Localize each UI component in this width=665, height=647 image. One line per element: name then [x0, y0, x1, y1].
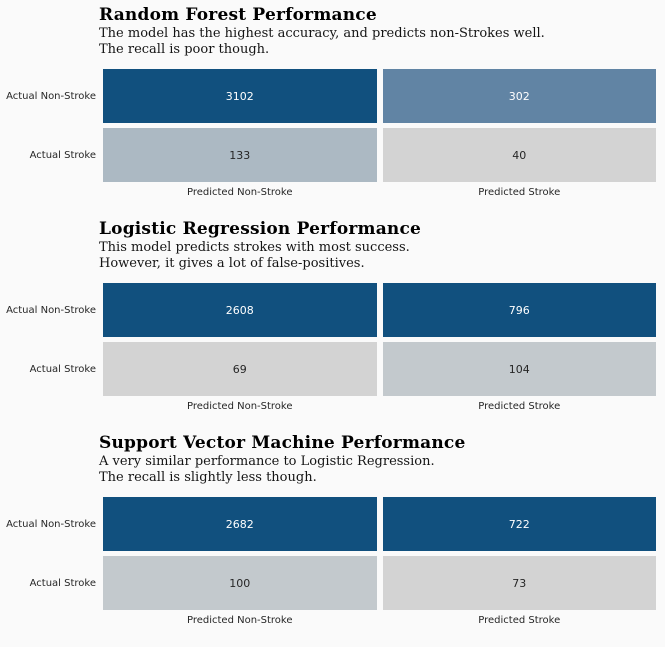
matrix-cell-false-negative: 100	[103, 556, 377, 610]
section-logistic-regression: Logistic Regression Performance This mod…	[0, 219, 665, 433]
section-header: Support Vector Machine Performance A ver…	[99, 433, 665, 486]
description-line-1: This model predicts strokes with most su…	[99, 240, 410, 255]
matrix-row: Actual Non-Stroke 2682 722	[0, 497, 656, 551]
col-label-predicted-non-stroke: Predicted Non-Stroke	[186, 401, 293, 412]
row-label-actual-non-stroke: Actual Non-Stroke	[6, 518, 96, 530]
section-title: Random Forest Performance	[99, 5, 377, 25]
matrix-row: Actual Stroke 133 40	[0, 128, 656, 182]
section-support-vector-machine: Support Vector Machine Performance A ver…	[0, 433, 665, 647]
matrix-cell-true-positive: 73	[382, 556, 656, 610]
col-label-predicted-non-stroke: Predicted Non-Stroke	[186, 187, 293, 198]
matrix-cell-true-negative: 2608	[103, 283, 377, 337]
matrix-cell-false-negative: 133	[103, 128, 377, 182]
column-labels-row: Predicted Non-Stroke Predicted Stroke	[0, 401, 656, 414]
matrix-cell-false-positive: 796	[382, 283, 656, 337]
row-label-actual-stroke: Actual Stroke	[29, 363, 96, 375]
confusion-matrix: Actual Non-Stroke 2608 796 Actual Stroke…	[0, 283, 665, 414]
row-label-actual-non-stroke: Actual Non-Stroke	[6, 304, 96, 316]
column-label-spacer	[0, 187, 103, 200]
section-header: Logistic Regression Performance This mod…	[99, 219, 665, 272]
row-label-actual-stroke: Actual Stroke	[29, 149, 96, 161]
matrix-row: Actual Stroke 100 73	[0, 556, 656, 610]
col-label-predicted-stroke: Predicted Stroke	[478, 187, 561, 198]
section-title: Logistic Regression Performance	[99, 219, 422, 239]
section-random-forest: Random Forest Performance The model has …	[0, 5, 665, 219]
matrix-cell-true-positive: 40	[382, 128, 656, 182]
description-line-2: However, it gives a lot of false-positiv…	[99, 256, 365, 271]
matrix-row: Actual Non-Stroke 2608 796	[0, 283, 656, 337]
section-description: The model has the highest accuracy, and …	[99, 26, 665, 58]
matrix-cell-true-negative: 2682	[103, 497, 377, 551]
col-label-predicted-non-stroke: Predicted Non-Stroke	[186, 615, 293, 626]
matrix-cell-false-positive: 722	[382, 497, 656, 551]
section-header: Random Forest Performance The model has …	[99, 5, 665, 58]
row-label-actual-non-stroke: Actual Non-Stroke	[6, 90, 96, 102]
column-labels-row: Predicted Non-Stroke Predicted Stroke	[0, 187, 656, 200]
column-label-spacer	[0, 615, 103, 628]
matrix-cell-true-positive: 104	[382, 342, 656, 396]
description-line-1: A very similar performance to Logistic R…	[99, 454, 435, 469]
column-labels-row: Predicted Non-Stroke Predicted Stroke	[0, 615, 656, 628]
section-description: A very similar performance to Logistic R…	[99, 454, 665, 486]
description-line-1: The model has the highest accuracy, and …	[99, 26, 545, 41]
description-line-2: The recall is poor though.	[99, 42, 270, 57]
section-title: Support Vector Machine Performance	[99, 433, 466, 453]
matrix-cell-false-negative: 69	[103, 342, 377, 396]
matrix-row: Actual Stroke 69 104	[0, 342, 656, 396]
confusion-matrix: Actual Non-Stroke 3102 302 Actual Stroke…	[0, 69, 665, 200]
row-label-actual-stroke: Actual Stroke	[29, 577, 96, 589]
column-label-spacer	[0, 401, 103, 414]
matrix-cell-false-positive: 302	[382, 69, 656, 123]
matrix-cell-true-negative: 3102	[103, 69, 377, 123]
section-description: This model predicts strokes with most su…	[99, 240, 665, 272]
col-label-predicted-stroke: Predicted Stroke	[478, 615, 561, 626]
confusion-matrix: Actual Non-Stroke 2682 722 Actual Stroke…	[0, 497, 665, 628]
description-line-2: The recall is slightly less though.	[99, 470, 317, 485]
col-label-predicted-stroke: Predicted Stroke	[478, 401, 561, 412]
matrix-row: Actual Non-Stroke 3102 302	[0, 69, 656, 123]
